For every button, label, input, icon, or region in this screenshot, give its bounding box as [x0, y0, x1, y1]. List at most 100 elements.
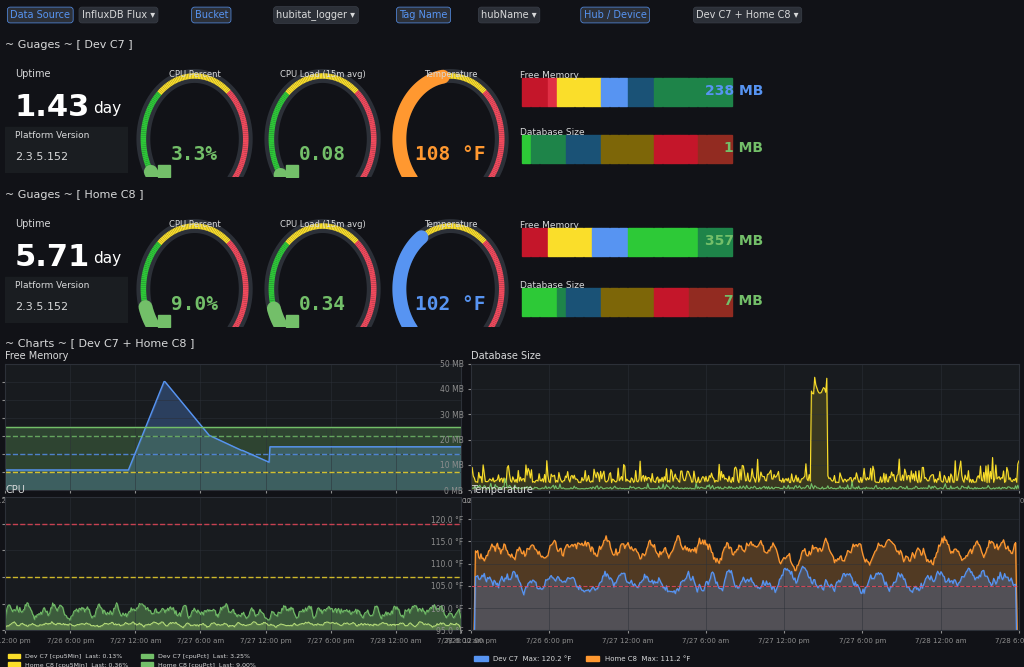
Bar [549, 135, 557, 163]
Text: day: day [93, 101, 122, 116]
Bar [566, 135, 574, 163]
Bar [601, 288, 609, 316]
Bar [566, 79, 574, 106]
Legend: Dev C7  Max: 45 MB, Home C8  Max: 14 MB: Dev C7 Max: 45 MB, Home C8 Max: 14 MB [471, 506, 677, 518]
Text: day: day [93, 251, 122, 266]
Text: Data Source: Data Source [10, 10, 71, 20]
Bar [663, 288, 671, 316]
Bar [574, 79, 583, 106]
Bar [618, 79, 627, 106]
Bar [689, 229, 697, 256]
Bar [522, 288, 530, 316]
Bar [672, 288, 680, 316]
Bar [707, 229, 715, 256]
Bar [618, 135, 627, 163]
Text: Tag Name: Tag Name [399, 10, 447, 20]
Bar [680, 135, 688, 163]
Text: CPU: CPU [5, 485, 25, 495]
Text: InfluxDB Flux ▾: InfluxDB Flux ▾ [82, 10, 155, 20]
Bar [610, 288, 618, 316]
Bar [574, 135, 583, 163]
Text: CPU Load (15m avg): CPU Load (15m avg) [280, 69, 366, 79]
Text: Temperature: Temperature [424, 219, 477, 229]
Text: 5.71: 5.71 [15, 243, 90, 272]
Bar [522, 229, 530, 256]
Text: 3.3%: 3.3% [171, 145, 218, 164]
Bar [724, 79, 732, 106]
Text: ~ Charts ~ [ Dev C7 + Home C8 ]: ~ Charts ~ [ Dev C7 + Home C8 ] [5, 339, 195, 348]
Text: Dev C7 + Home C8 ▾: Dev C7 + Home C8 ▾ [696, 10, 799, 20]
Bar [663, 229, 671, 256]
Bar [636, 135, 644, 163]
Bar [707, 79, 715, 106]
Text: 7 MB: 7 MB [724, 294, 763, 308]
Bar [716, 288, 724, 316]
Bar [592, 229, 601, 256]
Bar [636, 288, 644, 316]
Bar [663, 79, 671, 106]
Bar [707, 135, 715, 163]
Bar [654, 79, 663, 106]
Bar [628, 288, 636, 316]
Bar [618, 288, 627, 316]
Bar [592, 79, 601, 106]
Bar [610, 229, 618, 256]
Bar [540, 79, 548, 106]
Text: 102 °F: 102 °F [416, 295, 485, 314]
Legend: Dev C7  Min: 112 MB, Home C8  Min: 352 MB: Dev C7 Min: 112 MB, Home C8 Min: 352 MB [5, 506, 216, 518]
Bar [724, 135, 732, 163]
Bar [716, 79, 724, 106]
Bar [724, 229, 732, 256]
Text: 0.08: 0.08 [299, 145, 346, 164]
Bar [574, 288, 583, 316]
Bar [549, 229, 557, 256]
Bar [716, 135, 724, 163]
Bar [540, 229, 548, 256]
Text: 2.3.5.152: 2.3.5.152 [15, 152, 68, 162]
Text: Temperature: Temperature [471, 485, 532, 495]
Text: 0.34: 0.34 [299, 295, 346, 314]
Bar [5, 127, 128, 173]
Bar [557, 135, 565, 163]
Bar [618, 229, 627, 256]
Bar [584, 79, 592, 106]
Legend: Dev C7  Max: 120.2 °F, Home C8  Max: 111.2 °F: Dev C7 Max: 120.2 °F, Home C8 Max: 111.2… [471, 654, 693, 665]
Bar [530, 229, 540, 256]
Text: Free Memory: Free Memory [519, 221, 579, 230]
Text: Free Memory: Free Memory [5, 352, 69, 362]
Bar [697, 135, 706, 163]
Bar [697, 79, 706, 106]
Bar [601, 135, 609, 163]
Bar [724, 288, 732, 316]
Bar [592, 288, 601, 316]
Text: Platform Version: Platform Version [15, 281, 89, 290]
Text: Uptime: Uptime [15, 69, 50, 79]
Bar [601, 79, 609, 106]
Bar [680, 79, 688, 106]
Bar [610, 79, 618, 106]
Text: hubName ▾: hubName ▾ [481, 10, 537, 20]
Text: 1.43: 1.43 [15, 93, 90, 122]
Text: Database Size: Database Size [519, 281, 585, 290]
Bar [680, 229, 688, 256]
Bar [530, 288, 540, 316]
Bar [645, 135, 653, 163]
Bar [549, 288, 557, 316]
Bar [680, 288, 688, 316]
Bar [672, 135, 680, 163]
Text: Uptime: Uptime [15, 219, 50, 229]
Bar [636, 229, 644, 256]
Bar [689, 288, 697, 316]
Bar [601, 229, 609, 256]
Bar [530, 135, 540, 163]
Bar [530, 79, 540, 106]
Text: Hub / Device: Hub / Device [584, 10, 646, 20]
Text: Temperature: Temperature [424, 69, 477, 79]
Bar [584, 135, 592, 163]
Bar [628, 135, 636, 163]
Bar [645, 229, 653, 256]
Bar [672, 79, 680, 106]
Text: Platform Version: Platform Version [15, 131, 89, 140]
Bar [654, 229, 663, 256]
Text: 2.3.5.152: 2.3.5.152 [15, 302, 68, 312]
